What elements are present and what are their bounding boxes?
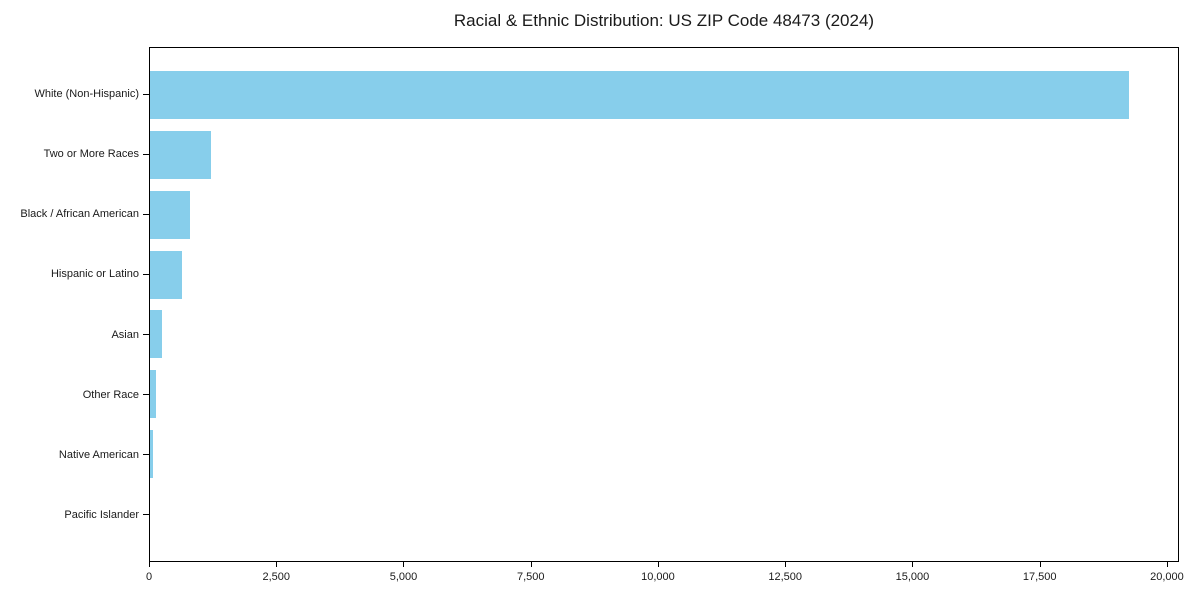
y-tick-row: White (Non-Hispanic) [0,64,149,124]
x-tick-label: 5,000 [389,571,418,583]
bar-white-non-hispanic [150,70,1129,119]
y-tick-label-other-race: Other Race [82,388,139,401]
y-tick-mark [143,213,149,215]
x-tick-mark [403,562,405,567]
bar-asian [150,310,163,359]
x-tick-mark [785,562,787,567]
x-tick-label: 12,500 [768,571,803,583]
bar-hispanic-or-latino [150,250,182,299]
y-tick-mark [143,153,149,155]
y-tick-row: Black / African American [0,184,149,244]
bar-row [150,424,1178,484]
bar-row [150,185,1178,245]
plot-area [149,47,1179,562]
bar-black-african-american [150,190,190,239]
bar-row [150,305,1178,365]
chart-title: Racial & Ethnic Distribution: US ZIP Cod… [453,11,875,30]
y-tick-row: Pacific Islander [0,485,149,545]
x-tick-label: 2,500 [262,571,290,583]
bar-row [150,125,1178,185]
y-tick-mark [143,273,149,275]
bar-native-american [150,430,154,479]
x-tick-label: 0 [145,571,153,583]
x-tick-mark [912,562,914,567]
x-tick-label: 20,000 [1150,571,1184,583]
y-tick-row: Two or More Races [0,124,149,184]
y-tick-mark [143,514,149,516]
y-tick-mark [143,454,149,456]
y-tick-row: Other Race [0,365,149,425]
x-tick-label: 17,500 [1022,571,1057,583]
bar-row [150,245,1178,305]
x-tick-mark [657,562,659,567]
y-tick-row: Asian [0,305,149,365]
bar-other-race [150,370,156,419]
y-tick-row: Hispanic or Latino [0,244,149,304]
y-tick-label-hispanic-or-latino: Hispanic or Latino [50,268,139,281]
x-tick-mark [1166,562,1168,567]
x-axis: 0 2,500 5,000 7,500 10,000 12,500 15,000 17,500… [145,562,1184,594]
y-tick-label-white-non-hispanic: White (Non-Hispanic) [34,88,139,101]
bar-row [150,364,1178,424]
bar-row [150,484,1178,544]
x-tick-mark [530,562,532,567]
y-tick-label-two-or-more-races: Two or More Races [43,148,139,161]
bar-two-or-more-races [150,130,211,179]
y-tick-mark [143,394,149,396]
y-tick-label-asian: Asian [111,328,139,341]
y-tick-row: Native American [0,425,149,485]
bar-series [150,48,1178,561]
x-tick-label: 10,000 [641,571,675,583]
x-tick-label: 7,500 [516,571,545,583]
x-tick-mark [1039,562,1041,567]
y-axis: White (Non-Hispanic) Two or More Races Bla… [0,47,149,562]
bar-row [150,65,1178,125]
x-tick-mark [276,562,278,567]
y-tick-mark [143,93,149,95]
y-tick-label-pacific-islander: Pacific Islander [64,508,139,521]
y-tick-label-native-american: Native American [58,448,139,461]
x-tick-mark [149,562,150,567]
y-tick-mark [143,334,149,336]
x-tick-label: 15,000 [895,571,930,583]
y-tick-label-black-african-american: Black / African American [20,208,139,221]
